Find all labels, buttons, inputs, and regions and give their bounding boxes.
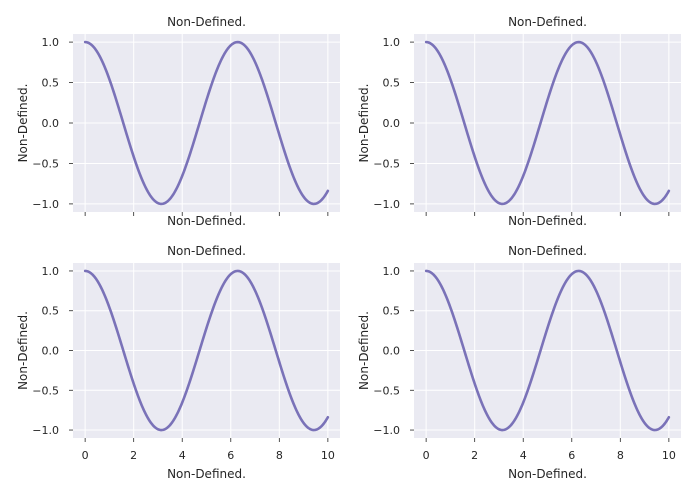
y-tick-label-3: −0.5 <box>373 157 400 170</box>
y-axis-label: Non-Defined. <box>16 311 30 390</box>
y-tick-label-1: 0.5 <box>42 305 60 318</box>
y-tick-label-2: 0.0 <box>42 345 60 358</box>
y-axis-label: Non-Defined. <box>357 84 371 163</box>
subplot-title: Non-Defined. <box>167 15 246 29</box>
x-tick-label-5: 10 <box>662 449 676 462</box>
subplot-title: Non-Defined. <box>508 244 587 258</box>
y-tick-label-3: −0.5 <box>32 384 59 397</box>
y-axis-label: Non-Defined. <box>16 84 30 163</box>
y-tick-label-2: 0.0 <box>383 117 401 130</box>
x-axis-label: Non-Defined. <box>508 214 587 228</box>
y-tick-label-4: −1.0 <box>32 424 59 437</box>
x-axis-label: Non-Defined. <box>508 467 587 481</box>
y-axis-label: Non-Defined. <box>357 311 371 390</box>
x-tick-label-4: 8 <box>617 449 624 462</box>
x-axis-label: Non-Defined. <box>167 214 246 228</box>
subplot-title: Non-Defined. <box>508 15 587 29</box>
y-tick-label-1: 0.5 <box>383 77 401 90</box>
y-tick-label-0: 1.0 <box>383 36 401 49</box>
y-tick-label-0: 1.0 <box>383 265 401 278</box>
x-tick-label-0: 0 <box>423 449 430 462</box>
x-tick-label-4: 8 <box>276 449 283 462</box>
x-tick-label-2: 4 <box>179 449 186 462</box>
subplot-1 <box>69 34 340 216</box>
x-tick-label-1: 2 <box>471 449 478 462</box>
subplot-3 <box>69 263 340 442</box>
series-line-0 <box>424 269 671 432</box>
series-line-0 <box>83 40 330 206</box>
x-tick-label-0: 0 <box>82 449 89 462</box>
series-line-0 <box>424 40 671 206</box>
x-tick-label-3: 6 <box>568 449 575 462</box>
y-tick-label-3: −0.5 <box>32 157 59 170</box>
y-tick-label-3: −0.5 <box>373 384 400 397</box>
y-tick-label-1: 0.5 <box>383 305 401 318</box>
subplot-title: Non-Defined. <box>167 244 246 258</box>
y-tick-label-2: 0.0 <box>383 345 401 358</box>
x-tick-label-2: 4 <box>520 449 527 462</box>
x-tick-label-3: 6 <box>227 449 234 462</box>
x-tick-label-1: 2 <box>130 449 137 462</box>
y-tick-label-1: 0.5 <box>42 77 60 90</box>
series-line-0 <box>83 269 330 432</box>
y-tick-label-4: −1.0 <box>32 198 59 211</box>
y-tick-label-4: −1.0 <box>373 198 400 211</box>
subplot-2 <box>410 34 681 216</box>
x-tick-label-5: 10 <box>321 449 335 462</box>
y-tick-label-0: 1.0 <box>42 265 60 278</box>
subplot-4 <box>410 263 681 442</box>
y-tick-label-4: −1.0 <box>373 424 400 437</box>
y-tick-label-0: 1.0 <box>42 36 60 49</box>
x-axis-label: Non-Defined. <box>167 467 246 481</box>
y-tick-label-2: 0.0 <box>42 117 60 130</box>
